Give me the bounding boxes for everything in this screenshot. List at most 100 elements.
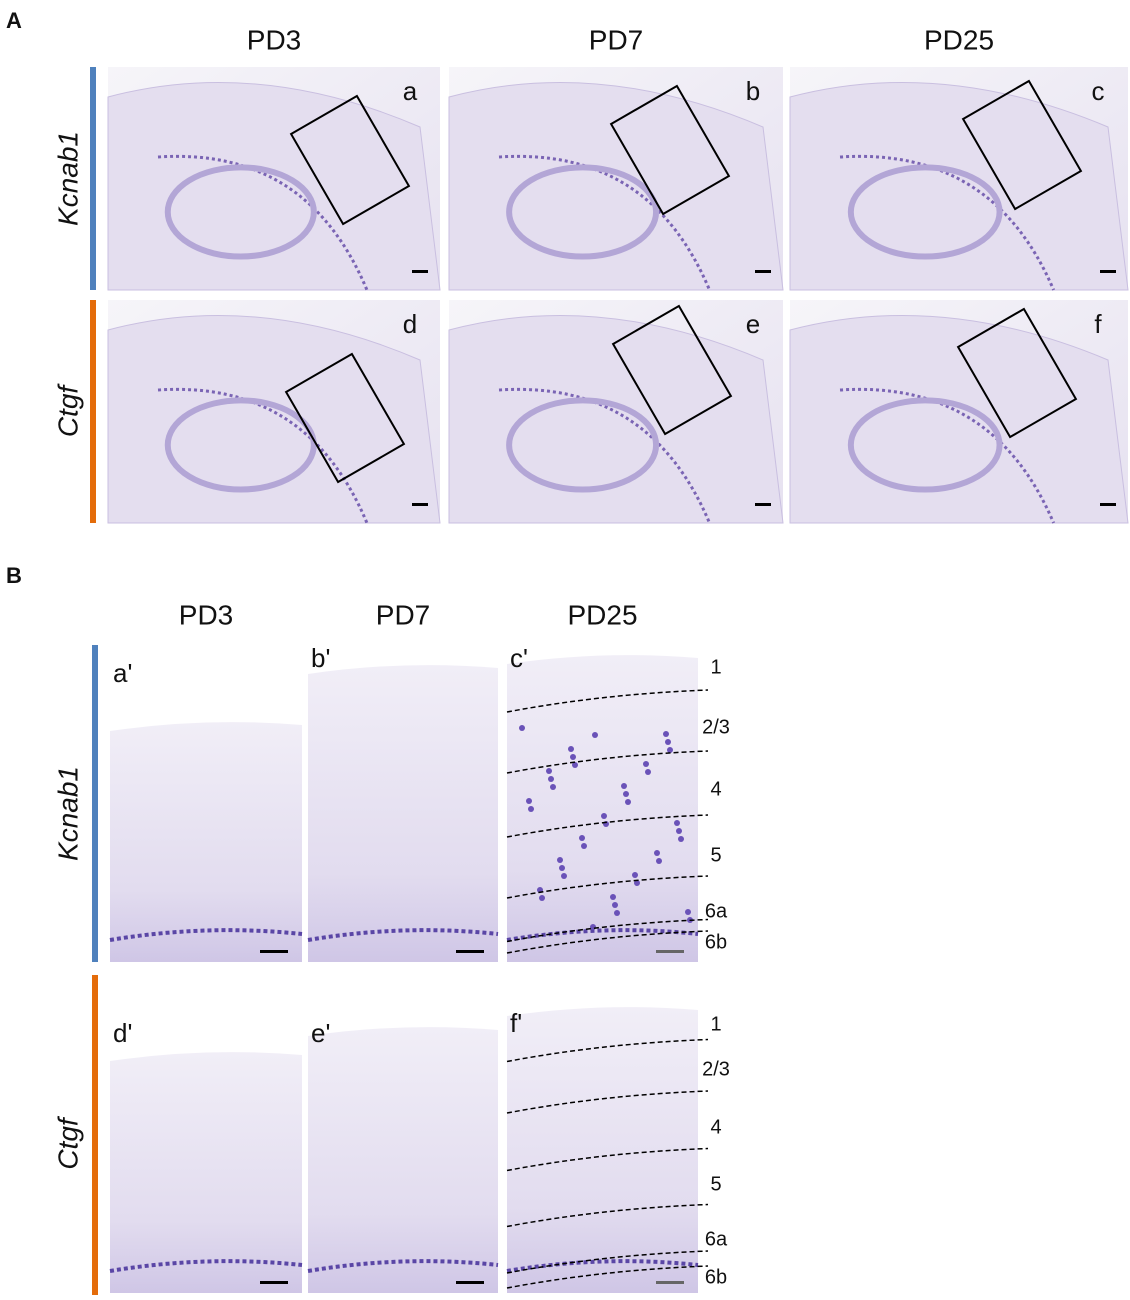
scale-bar bbox=[456, 950, 484, 953]
section-image bbox=[507, 1007, 698, 1293]
layer-label: 2/3 bbox=[702, 716, 730, 738]
row-bar bbox=[90, 67, 96, 290]
layer-boundary bbox=[506, 1250, 709, 1274]
stained-cell bbox=[557, 857, 563, 863]
section-image bbox=[110, 1052, 302, 1293]
layer-boundary bbox=[506, 1265, 709, 1289]
roi-box bbox=[961, 79, 1083, 211]
cell-layer bbox=[109, 1259, 303, 1273]
layer-label: 1 bbox=[710, 1013, 721, 1035]
stained-cell bbox=[548, 776, 554, 782]
layer-boundary bbox=[506, 1038, 709, 1063]
stained-cell bbox=[579, 835, 585, 841]
stained-cell bbox=[654, 850, 660, 856]
stained-cell bbox=[550, 784, 556, 790]
cortex bbox=[789, 81, 1129, 291]
hippocampus bbox=[506, 397, 660, 493]
stained-cell bbox=[528, 806, 534, 812]
stained-cell bbox=[592, 732, 598, 738]
stained-cell bbox=[678, 836, 684, 842]
column-header: PD3 bbox=[247, 24, 301, 55]
layer-boundary bbox=[506, 1203, 709, 1228]
layer-label: 4 bbox=[710, 778, 721, 800]
tile-letter: d' bbox=[113, 1018, 132, 1048]
panel-label: B bbox=[6, 563, 22, 588]
stained-cell bbox=[621, 783, 627, 789]
hippocampus bbox=[506, 164, 660, 260]
scale-bar bbox=[1100, 270, 1116, 273]
stained-cell bbox=[519, 725, 525, 731]
scale-bar bbox=[412, 503, 428, 506]
layer-label: 1 bbox=[710, 656, 721, 678]
stained-cell bbox=[614, 910, 620, 916]
scale-bar bbox=[260, 950, 288, 953]
tile-letter: b' bbox=[311, 643, 330, 673]
layer-label: 5 bbox=[710, 844, 721, 866]
stained-cell bbox=[572, 762, 578, 768]
scale-bar bbox=[1100, 503, 1116, 506]
stained-cell bbox=[561, 873, 567, 879]
layer-label: 6a bbox=[705, 1228, 728, 1250]
stained-cell bbox=[625, 799, 631, 805]
stained-cell bbox=[663, 731, 669, 737]
cell-layer bbox=[498, 154, 711, 291]
section-image bbox=[308, 1027, 498, 1293]
hippocampus bbox=[847, 164, 1003, 260]
tile-letter: e' bbox=[311, 1018, 330, 1048]
row-label: Ctgf bbox=[52, 383, 83, 438]
cortex bbox=[448, 314, 784, 524]
stained-cell bbox=[645, 769, 651, 775]
scale-bar bbox=[755, 270, 771, 273]
panel-label: A bbox=[6, 8, 22, 33]
section-image bbox=[507, 655, 698, 962]
roi-box bbox=[609, 84, 731, 216]
stained-cell bbox=[656, 858, 662, 864]
tile-letter: b bbox=[746, 76, 760, 106]
tile-letter: c' bbox=[510, 643, 528, 673]
layer-boundary bbox=[506, 918, 709, 943]
layer-boundary bbox=[506, 1090, 709, 1114]
stained-cell bbox=[610, 894, 616, 900]
layer-label: 6a bbox=[705, 900, 728, 922]
layer-boundary bbox=[506, 875, 709, 899]
cell-layer bbox=[506, 1259, 699, 1273]
layer-boundary bbox=[506, 930, 709, 954]
layer-label: 4 bbox=[710, 1116, 721, 1138]
stained-cell bbox=[685, 909, 691, 915]
layer-boundary bbox=[506, 750, 709, 774]
stained-cell bbox=[665, 739, 671, 745]
section-image bbox=[110, 722, 302, 962]
row-bar bbox=[90, 300, 96, 523]
hippocampus bbox=[164, 397, 317, 493]
scale-bar bbox=[656, 950, 684, 953]
layer-boundary bbox=[506, 689, 709, 713]
roi-box bbox=[956, 307, 1078, 439]
layer-boundary bbox=[506, 814, 709, 838]
roi-box bbox=[289, 94, 411, 226]
hippocampus bbox=[164, 164, 317, 260]
stained-cell bbox=[632, 872, 638, 878]
cell-layer bbox=[109, 928, 303, 942]
tile-letter: e bbox=[746, 309, 760, 339]
layer-label: 6b bbox=[705, 1266, 727, 1288]
tile-letter: a bbox=[403, 76, 418, 106]
column-header: PD3 bbox=[179, 599, 233, 630]
tile-letter: a' bbox=[113, 658, 132, 688]
tile-letter: f bbox=[1094, 309, 1102, 339]
tile-letter: d bbox=[403, 309, 417, 339]
scale-bar bbox=[456, 1281, 484, 1284]
cortex bbox=[789, 314, 1129, 524]
section-image bbox=[308, 665, 498, 962]
stained-cell bbox=[568, 746, 574, 752]
cell-layer bbox=[839, 154, 1056, 291]
stained-cell bbox=[643, 761, 649, 767]
stained-cell bbox=[612, 902, 618, 908]
stained-cell bbox=[546, 768, 552, 774]
tile-letter: c bbox=[1092, 76, 1105, 106]
column-header: PD25 bbox=[924, 24, 994, 55]
row-bar bbox=[92, 975, 98, 1295]
layer-label: 6b bbox=[705, 931, 727, 953]
scale-bar bbox=[755, 503, 771, 506]
row-label: Kcnab1 bbox=[52, 131, 83, 226]
